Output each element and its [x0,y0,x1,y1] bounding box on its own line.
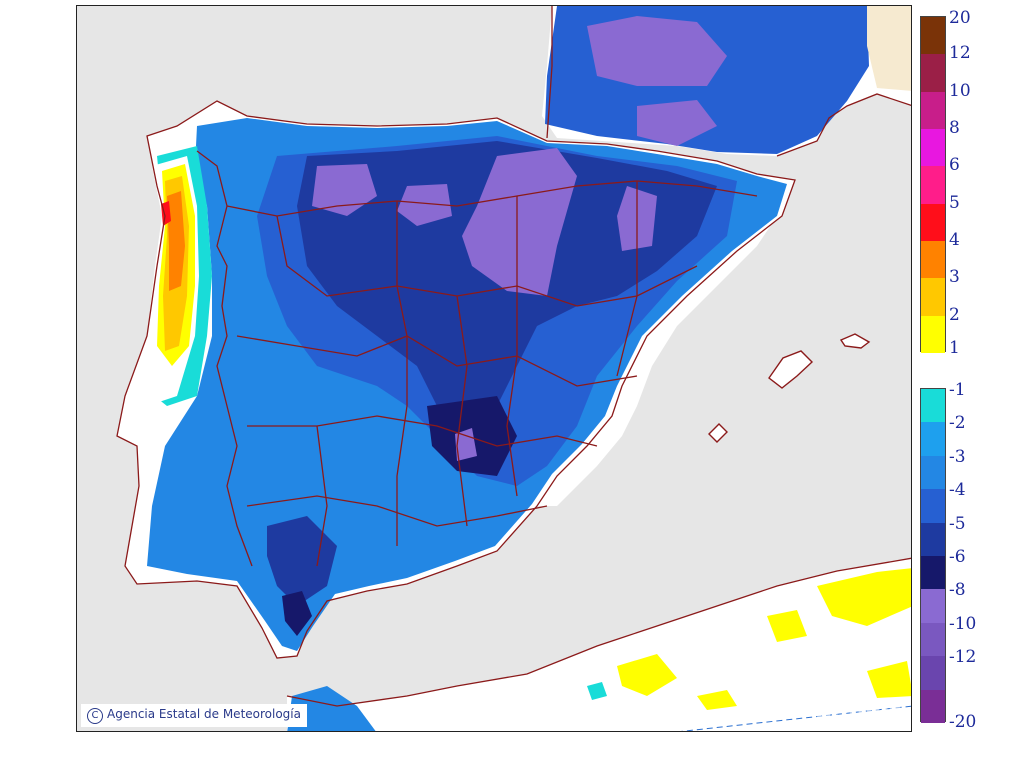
coast-west-red [161,201,171,226]
legend-label: 20 [949,8,971,28]
africa-yellow-4 [697,690,737,710]
legend-label: -4 [949,480,966,501]
legend-swatch [921,656,945,691]
legend-label: -1 [949,380,966,400]
coast-west-orange [167,191,185,291]
africa-yellow-1 [817,568,911,626]
legend-label: 6 [949,155,960,176]
legend-label: 4 [949,230,960,250]
iberia-purple-3 [397,184,452,226]
africa-blue [287,686,376,731]
menorca [839,333,871,349]
france-border [546,6,911,157]
region-borders [116,100,796,659]
legend-swatch [921,389,945,423]
anomaly-map: C Agencia Estatal de Meteorología aemet [76,5,912,732]
legend-swatch [921,278,945,317]
legend-label: 10 [949,80,971,101]
africa-border [286,557,911,707]
legend-swatch [921,129,945,167]
legend-label: 2 [949,304,960,325]
legend-label: -8 [949,580,966,601]
legend-label: -2 [949,413,966,434]
algeria-morocco-line [680,705,911,731]
iberia-navy-strait [282,591,312,636]
france-purple [587,16,727,86]
legend-label: 8 [949,118,960,138]
legend-swatch [921,91,945,130]
legend-swatch [921,241,945,279]
legend-label: 3 [949,267,960,288]
legend-swatch [921,589,945,624]
copyright-icon: C [87,708,103,724]
legend-label: -5 [949,513,966,534]
france-purple-2 [637,100,717,146]
legend-positive-scale [920,16,946,354]
africa-land [287,558,911,731]
color-legend: 20 12 10 8 6 5 4 3 2 1 -1 -2 -3 -4 -5 -6 -8 -10 -12 -20 [918,10,1018,731]
africa-cyan [587,682,607,700]
credit-text: Agencia Estatal de Meteorología [107,707,301,721]
legend-label: 1 [949,338,960,358]
africa-yellow-5 [867,661,911,698]
legend-label: -10 [949,613,977,634]
iberia-purple-2 [312,164,377,216]
africa-yellow-3 [767,610,807,642]
iberia-purple-south [455,428,477,461]
map-svg [116,6,911,731]
legend-swatch [921,17,945,55]
legend-label: -20 [949,712,977,732]
france-beige [867,6,911,91]
legend-label: 12 [949,43,971,64]
iberia-navy-sw [267,516,337,606]
legend-negative-scale [920,388,946,724]
legend-swatch [921,522,945,557]
mallorca [768,350,814,389]
coast-east-white [537,216,777,506]
ibiza [708,423,728,443]
legend-swatch [921,622,945,657]
legend-swatch [921,489,945,524]
legend-label: -3 [949,446,966,467]
legend-label: -6 [949,547,966,567]
legend-swatch [921,54,945,93]
legend-swatch [921,203,945,242]
iberia-purple-1 [462,148,577,296]
legend-swatch [921,422,945,457]
legend-swatch [921,315,945,354]
legend-swatch [921,556,945,590]
africa-yellow-2 [617,654,677,696]
aemet-watermark: aemet [815,697,901,725]
legend-swatch [921,689,945,724]
legend-swatch [921,455,945,490]
copyright-credit: C Agencia Estatal de Meteorología [81,704,307,727]
legend-label: -12 [949,647,977,668]
legend-swatch [921,166,945,205]
legend-label: 5 [949,192,960,213]
